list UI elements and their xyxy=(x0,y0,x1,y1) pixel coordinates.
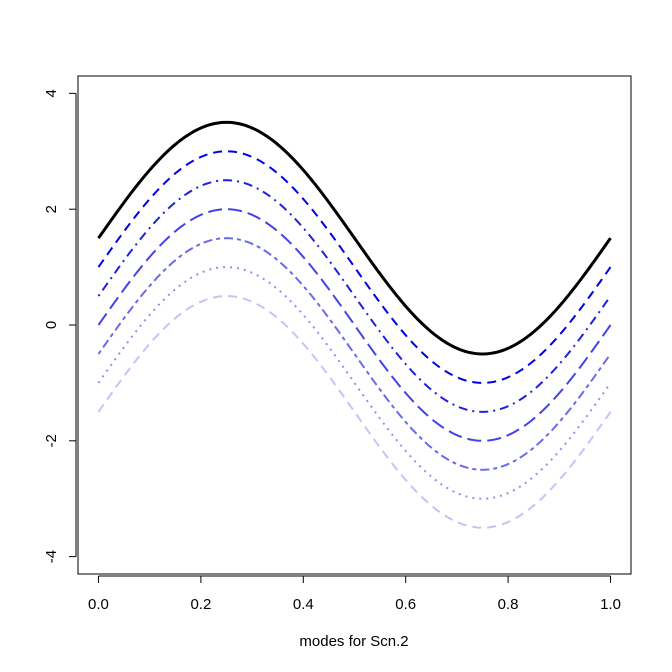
x-axis-title: modes for Scn.2 xyxy=(299,633,408,650)
x-tick-label: 1.0 xyxy=(600,596,621,613)
series-line-5 xyxy=(97,237,612,471)
y-tick-label: -4 xyxy=(43,550,60,563)
x-axis: 0.0 0.2 0.4 0.6 0.8 1.0 xyxy=(88,575,621,613)
y-tick-label: 2 xyxy=(43,205,60,213)
x-tick-label: 0.6 xyxy=(395,596,416,613)
y-axis: -4 -2 0 2 4 xyxy=(43,89,77,563)
series-layer xyxy=(97,120,612,529)
series-line-4 xyxy=(97,208,612,442)
y-tick-label: -2 xyxy=(43,434,60,447)
series-line-3 xyxy=(97,179,612,413)
y-tick-label: 4 xyxy=(43,89,60,97)
y-tick-label: 0 xyxy=(43,321,60,329)
x-tick-label: 0.2 xyxy=(190,596,211,613)
x-tick-label: 0.8 xyxy=(498,596,519,613)
x-tick-label: 0.0 xyxy=(88,596,109,613)
series-line-1 xyxy=(97,120,612,356)
series-line-2 xyxy=(97,150,612,384)
series-line-6 xyxy=(97,266,612,500)
plot-frame xyxy=(77,75,632,575)
x-tick-label: 0.4 xyxy=(293,596,314,613)
